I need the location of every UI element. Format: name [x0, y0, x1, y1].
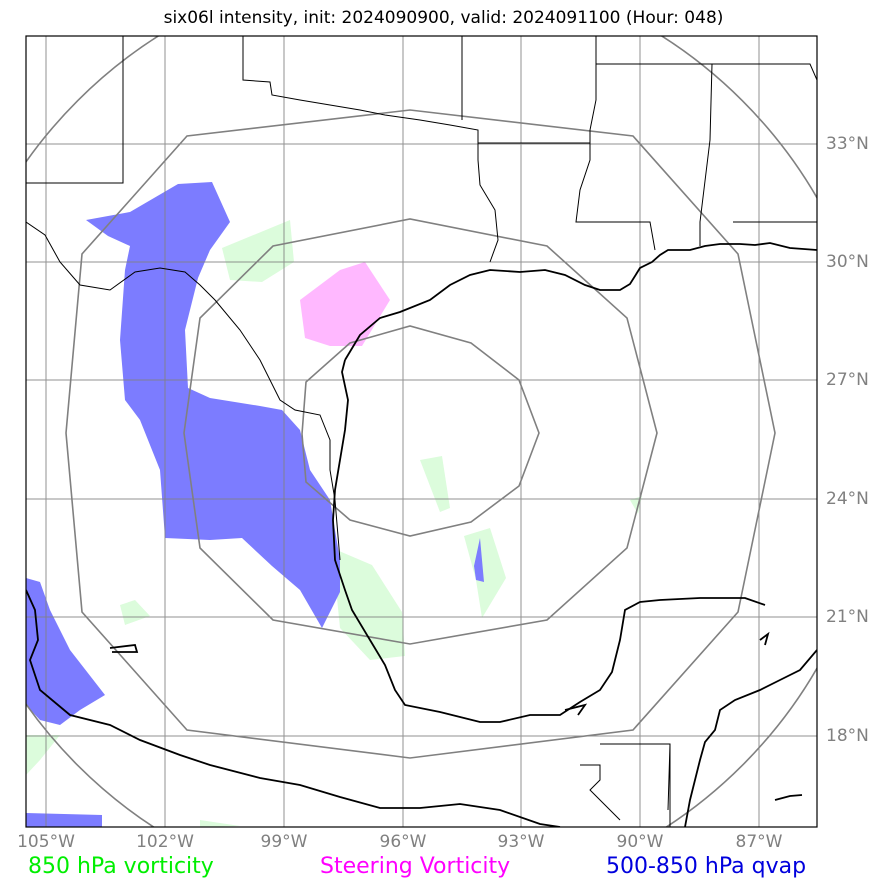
lon-label: 99°W: [260, 832, 308, 852]
lat-label: 21°N: [826, 607, 869, 627]
lat-label: 33°N: [826, 134, 869, 154]
vorticity-850-fill: [26, 220, 642, 827]
lon-label: 102°W: [136, 832, 194, 852]
lon-label: 90°W: [616, 832, 664, 852]
lon-label: 105°W: [17, 832, 75, 852]
map-frame: [25, 35, 818, 828]
legend-qvap: 500-850 hPa qvap: [606, 854, 807, 879]
steering-vorticity-fill: [300, 262, 390, 346]
legend-850-vorticity: 850 hPa vorticity: [28, 854, 214, 879]
lat-label: 30°N: [826, 252, 869, 272]
lon-label: 87°W: [735, 832, 783, 852]
lon-label: 93°W: [497, 832, 545, 852]
lat-label: 24°N: [826, 489, 869, 509]
graticule: [26, 36, 817, 827]
map-title: six06l intensity, init: 2024090900, vali…: [163, 8, 724, 28]
legend-steering-vorticity: Steering Vorticity: [320, 854, 511, 879]
lat-label: 18°N: [826, 726, 869, 746]
lat-label: 27°N: [826, 370, 869, 390]
coastline: [26, 242, 817, 827]
lon-label: 96°W: [379, 832, 427, 852]
borders: [26, 36, 817, 827]
